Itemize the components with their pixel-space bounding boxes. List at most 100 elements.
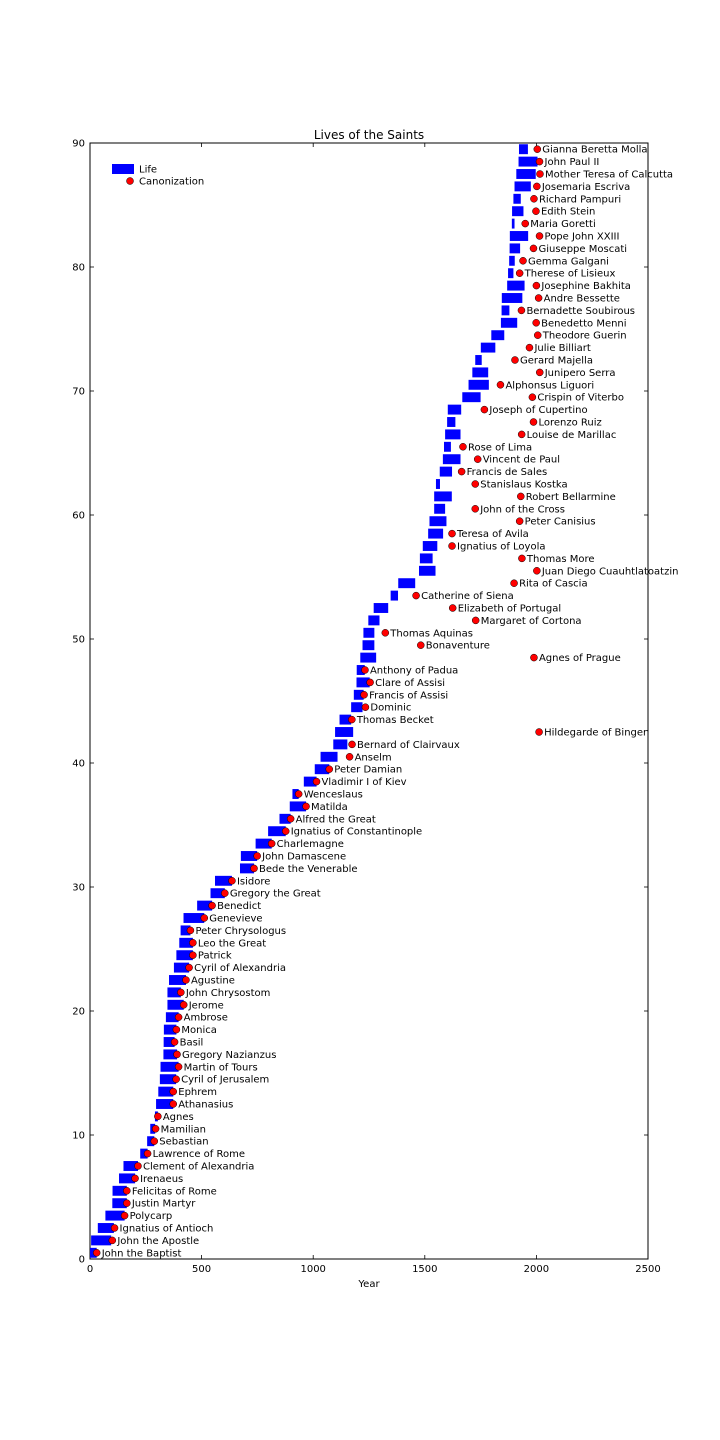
canonization-point	[174, 1063, 183, 1071]
life-bar	[353, 689, 364, 700]
canonization-point	[412, 591, 420, 600]
canonization-point	[535, 157, 544, 166]
y-tick-label: 30	[72, 883, 85, 894]
life-bar	[429, 516, 447, 527]
saint-label: Benedetto Menni	[541, 318, 626, 329]
life-bar	[167, 999, 184, 1010]
saint-label: Maria Goretti	[530, 219, 595, 230]
saint-label: Edith Stein	[541, 207, 595, 218]
life-bar	[163, 1049, 178, 1060]
canonization-point	[361, 666, 369, 674]
canonization-point	[517, 492, 525, 501]
canonization-point	[517, 430, 526, 439]
saint-label: Peter Canisius	[525, 517, 596, 528]
life-bar	[239, 863, 255, 874]
life-bar	[160, 1061, 179, 1072]
saint-label: Gianna Beretta Molla	[542, 145, 647, 156]
saint-label: Peter Damian	[334, 765, 402, 776]
life-bar	[173, 962, 190, 973]
saint-label: Athanasius	[178, 1100, 233, 1111]
canonization-point	[185, 963, 193, 972]
saint-label: Bernard of Clairvaux	[357, 740, 460, 751]
x-tick-label: 2000	[524, 1264, 549, 1275]
life-bar	[447, 417, 456, 427]
saint-label: Ignatius of Constantinople	[291, 827, 422, 838]
x-tick-label: 1500	[412, 1264, 437, 1275]
life-bar	[210, 888, 225, 899]
canonization-point	[169, 1087, 178, 1096]
canonization-point	[535, 728, 543, 736]
saint-label: Teresa of Avila	[456, 529, 529, 540]
canonization-point	[302, 802, 310, 811]
saint-label: Theodore Guerin	[542, 331, 627, 342]
canonization-point	[221, 889, 229, 897]
saint-label: Gregory Nazianzus	[182, 1050, 276, 1061]
saint-label: Hildegarde of Bingen	[544, 728, 649, 739]
life-bar	[507, 280, 525, 291]
life-bar	[180, 925, 191, 936]
canonization-point	[189, 939, 197, 947]
life-bar	[105, 1210, 125, 1221]
life-bar	[351, 702, 363, 713]
life-bar	[112, 1198, 127, 1209]
life-bar	[445, 429, 461, 440]
saint-label: Irenaeus	[140, 1174, 183, 1185]
saint-label: Julie Billiart	[533, 343, 590, 354]
saint-label: Polycarp	[130, 1211, 173, 1222]
life-bar	[472, 367, 489, 378]
life-bar	[356, 677, 370, 688]
saint-label: Junipero Serra	[544, 368, 616, 379]
life-bar	[363, 627, 375, 638]
life-bar	[176, 950, 193, 961]
saint-label: John Chrysostom	[185, 988, 271, 999]
saint-label: Alfred the Great	[296, 814, 376, 825]
canonization-point	[519, 257, 527, 265]
canonization-point	[536, 170, 544, 178]
life-bar	[398, 578, 416, 589]
life-bar	[462, 392, 481, 403]
life-bar	[443, 441, 451, 452]
y-axis: 0 10 20 30 40 50 60 70 80 90	[72, 139, 648, 1266]
legend: Life Canonization	[112, 164, 204, 188]
saint-label: Joseph of Cupertino	[488, 405, 587, 416]
canonization-point	[123, 1187, 131, 1195]
life-bar	[511, 218, 515, 229]
life-bars	[90, 144, 538, 1258]
saint-label: Clare of Assisi	[375, 678, 445, 689]
saint-label: Louise de Marillac	[527, 430, 617, 441]
saint-label: Anselm	[355, 752, 392, 763]
saint-label: Felicitas of Rome	[132, 1186, 217, 1197]
saint-label: Vincent de Paul	[483, 455, 560, 466]
life-bar	[439, 466, 453, 477]
life-bar	[480, 342, 496, 353]
life-bar	[360, 652, 377, 663]
x-tick-label: 500	[192, 1264, 211, 1275]
saint-label: Francis de Sales	[467, 467, 548, 478]
life-bar	[514, 181, 531, 192]
life-bar	[516, 169, 536, 179]
canonization-point	[253, 852, 261, 860]
canonization-point	[150, 1137, 159, 1145]
life-bar	[362, 640, 375, 651]
saint-label: Margaret of Cortona	[481, 616, 582, 627]
canonization-point	[360, 691, 368, 699]
canonization-point	[361, 703, 370, 711]
life-bar	[513, 193, 521, 204]
life-bar	[333, 739, 348, 750]
saint-label: Ignatius of Loyola	[457, 542, 545, 553]
saint-label: Francis of Assisi	[369, 690, 448, 701]
canonization-point	[134, 1162, 142, 1170]
canonization-point	[200, 914, 209, 922]
saint-label: Matilda	[311, 802, 348, 813]
y-tick-label: 90	[72, 139, 85, 150]
canonization-point	[473, 455, 482, 463]
life-bar	[435, 479, 440, 489]
life-bar	[419, 553, 433, 564]
saint-label: Stanislaus Kostka	[480, 480, 567, 491]
saint-label: Vladimir I of Kiev	[322, 777, 407, 788]
saint-label: Rita of Cascia	[519, 579, 588, 590]
canonization-point	[189, 951, 197, 959]
canonization-point	[517, 306, 526, 315]
life-bar	[508, 268, 514, 279]
life-bar	[509, 255, 515, 266]
